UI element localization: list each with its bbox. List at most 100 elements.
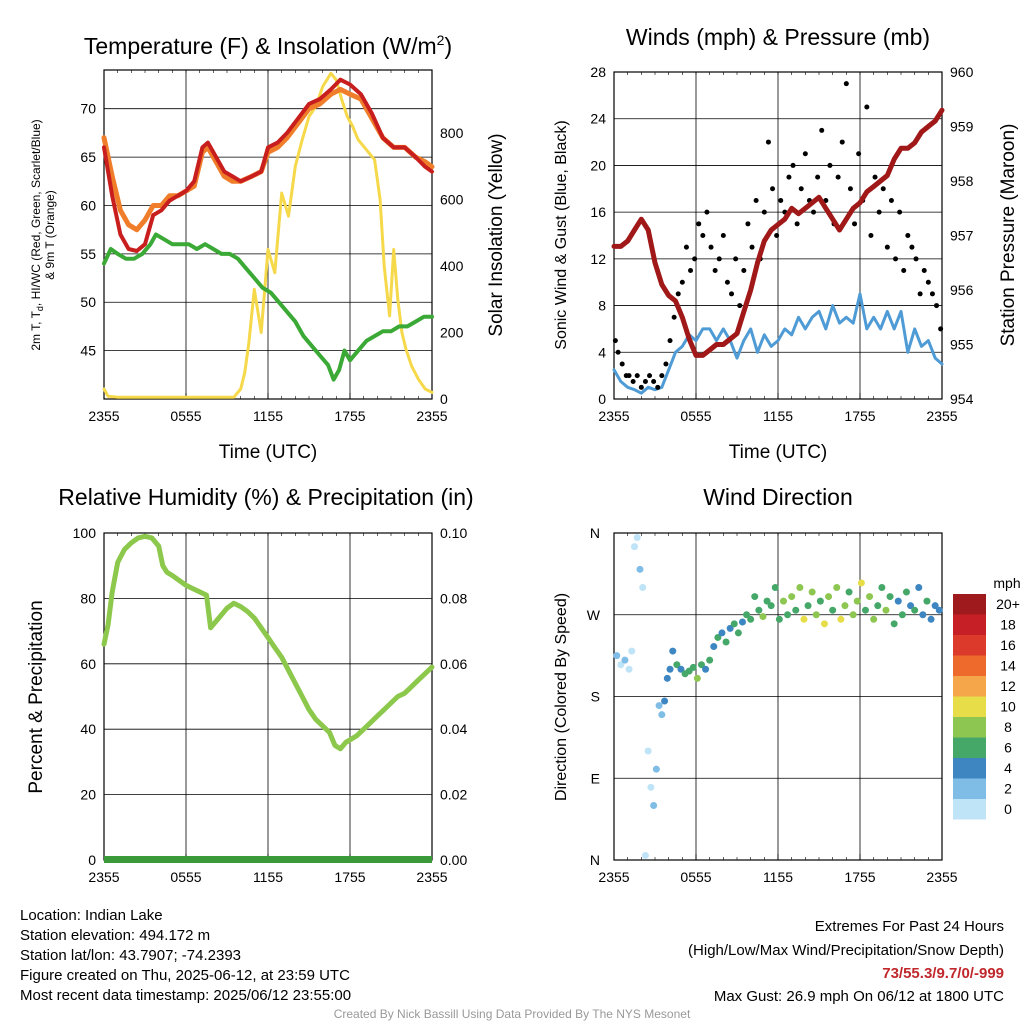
dir-ytick-label: N [590, 525, 600, 541]
pressure-tick-label: 956 [950, 282, 974, 298]
direction-point [788, 593, 796, 601]
direction-point [697, 661, 705, 669]
temp-y2tick-label: 0 [440, 391, 448, 407]
direction-point [755, 606, 763, 614]
gust-point [843, 81, 849, 87]
insolation-ylabel: Solar Insolation (Yellow) [486, 133, 507, 336]
precip-bar [104, 856, 432, 863]
gust-point [708, 244, 714, 250]
rh-ylabel: Percent & Precipitation [26, 600, 47, 793]
gust-point [671, 314, 677, 320]
legend-swatch [953, 799, 986, 820]
gust-point [876, 209, 882, 215]
direction-point [800, 615, 808, 623]
direction-point [866, 593, 874, 601]
direction-point [617, 661, 625, 669]
gust-point [905, 233, 911, 238]
direction-point [886, 593, 894, 601]
legend-swatch [953, 778, 986, 799]
direction-point [861, 606, 869, 614]
legend-swatch [953, 737, 986, 758]
temp-ylabel-line1: 2m T, Td, HI/WC (Red, Green, Scarlet/Blu… [29, 119, 45, 350]
gust-point [704, 209, 710, 215]
direction-point [911, 606, 919, 614]
direction-point [747, 615, 755, 623]
direction-point [927, 615, 935, 623]
direction-point [621, 656, 629, 664]
dir-xtick-label: 1755 [844, 869, 875, 885]
direction-point [689, 663, 697, 671]
elevation-text: Station elevation: 494.172 m [20, 927, 211, 944]
direction-point [663, 674, 671, 682]
direction-point [714, 633, 722, 641]
legend-label: 14 [1000, 658, 1016, 674]
rh-ytick-label: 20 [80, 787, 96, 803]
dir-ytick-label: E [591, 770, 600, 786]
gust-point [712, 268, 718, 274]
direction-point [658, 711, 666, 719]
dir-title: Wind Direction [703, 484, 853, 510]
gust-point [626, 373, 632, 379]
direction-point [743, 611, 751, 619]
temp-y2tick-label: 800 [440, 125, 464, 141]
pressure-tick-label: 958 [950, 173, 974, 189]
precip-tick-label: 0.00 [440, 852, 467, 868]
credit-text: Created By Nick Bassill Using Data Provi… [333, 1007, 691, 1021]
legend-swatch [953, 717, 986, 738]
gust-point [749, 244, 755, 250]
precip-tick-label: 0.10 [440, 525, 467, 541]
direction-point [833, 584, 841, 591]
legend-title: mph [993, 575, 1020, 591]
gust-point [770, 186, 776, 192]
gust-point [884, 244, 890, 250]
legend-label: 4 [1004, 760, 1012, 776]
wind-xtick-label: 0555 [680, 408, 711, 424]
legend-label: 10 [1000, 699, 1016, 715]
legend-swatch [953, 758, 986, 779]
direction-point [631, 543, 638, 551]
temp-2m-line [102, 77, 434, 253]
direction-point [779, 597, 787, 605]
gust-point [741, 268, 747, 274]
wind-xtick-label: 2355 [598, 408, 629, 424]
direction-point [804, 602, 812, 610]
precip-tick-label: 0.04 [440, 721, 467, 737]
gust-point [815, 174, 821, 180]
direction-point [845, 588, 853, 596]
location-text: Location: Indian Lake [20, 907, 163, 924]
direction-point [882, 606, 890, 614]
direction-point [655, 702, 663, 710]
gust-point [839, 139, 845, 145]
wind-ytick-label: 8 [598, 298, 606, 314]
legend-label: 8 [1004, 719, 1012, 735]
legend-label: 18 [1000, 617, 1016, 633]
direction-point [796, 584, 804, 591]
extremes-values: 73/55.3/9.7/0/-999 [882, 965, 1004, 982]
gust-point [724, 279, 730, 285]
temp-xtick-label: 2355 [88, 408, 119, 424]
gust-point [667, 338, 673, 344]
gust-point [929, 291, 935, 297]
legend-swatch [953, 696, 986, 717]
direction-point [628, 647, 636, 655]
pressure-tick-label: 957 [950, 228, 974, 244]
rh-title: Relative Humidity (%) & Precipitation (i… [58, 484, 473, 510]
direction-point [652, 765, 660, 773]
temp-ytick-label: 50 [80, 294, 96, 310]
gust-point [683, 244, 689, 250]
wind-xtick-label: 2355 [926, 408, 957, 424]
gust-point [659, 373, 665, 379]
gust-point [893, 256, 899, 262]
created-text: Figure created on Thu, 2025-06-12, at 23… [20, 967, 350, 984]
pressure-tick-label: 959 [950, 119, 974, 135]
pressure-ylabel: Station Pressure (Maroon) [998, 124, 1019, 347]
direction-point [849, 611, 857, 619]
gust-point [696, 221, 702, 227]
latlon-text: Station lat/lon: 43.7907; -74.2393 [20, 947, 242, 964]
temp-ylabel-line2: & 9m T (Orange) [43, 190, 57, 280]
legend-swatch [953, 594, 986, 615]
gust-point [868, 233, 874, 238]
direction-point [625, 665, 633, 673]
rh-ytick-label: 40 [80, 721, 96, 737]
wind-xlabel: Time (UTC) [729, 442, 828, 463]
